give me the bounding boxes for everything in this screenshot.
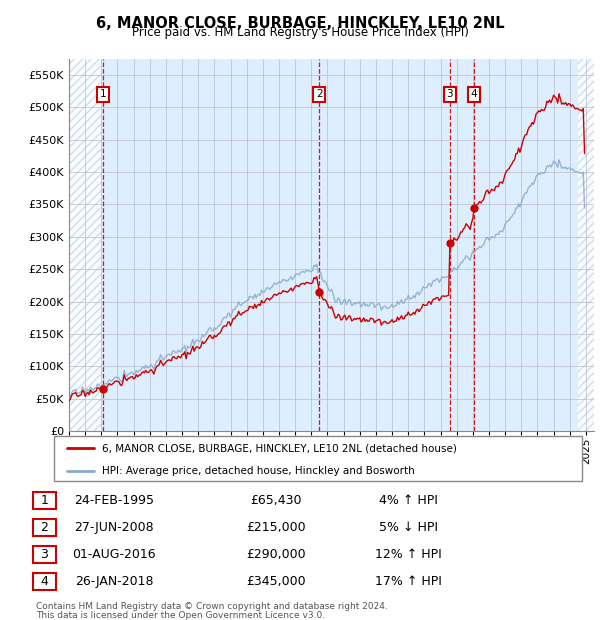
Text: £215,000: £215,000 — [246, 521, 306, 534]
Text: Price paid vs. HM Land Registry's House Price Index (HPI): Price paid vs. HM Land Registry's House … — [131, 26, 469, 39]
Text: £345,000: £345,000 — [246, 575, 306, 588]
Text: 12% ↑ HPI: 12% ↑ HPI — [374, 548, 442, 561]
Text: 17% ↑ HPI: 17% ↑ HPI — [374, 575, 442, 588]
Text: 27-JUN-2008: 27-JUN-2008 — [74, 521, 154, 534]
Text: 01-AUG-2016: 01-AUG-2016 — [72, 548, 156, 561]
Text: 6, MANOR CLOSE, BURBAGE, HINCKLEY, LE10 2NL (detached house): 6, MANOR CLOSE, BURBAGE, HINCKLEY, LE10 … — [101, 443, 457, 453]
Text: £65,430: £65,430 — [250, 494, 302, 507]
Text: HPI: Average price, detached house, Hinckley and Bosworth: HPI: Average price, detached house, Hinc… — [101, 466, 414, 476]
Text: 6, MANOR CLOSE, BURBAGE, HINCKLEY, LE10 2NL: 6, MANOR CLOSE, BURBAGE, HINCKLEY, LE10 … — [95, 16, 505, 30]
Text: 26-JAN-2018: 26-JAN-2018 — [75, 575, 153, 588]
Bar — [69, 59, 101, 431]
Bar — [578, 59, 594, 431]
Text: 1: 1 — [100, 89, 107, 99]
Text: £290,000: £290,000 — [246, 548, 306, 561]
Text: 1: 1 — [40, 494, 49, 507]
Text: Contains HM Land Registry data © Crown copyright and database right 2024.: Contains HM Land Registry data © Crown c… — [36, 602, 388, 611]
Text: 3: 3 — [446, 89, 453, 99]
Text: 4: 4 — [40, 575, 49, 588]
Text: 4% ↑ HPI: 4% ↑ HPI — [379, 494, 437, 507]
Text: 2: 2 — [40, 521, 49, 534]
Text: 5% ↓ HPI: 5% ↓ HPI — [379, 521, 437, 534]
Text: This data is licensed under the Open Government Licence v3.0.: This data is licensed under the Open Gov… — [36, 611, 325, 619]
Text: 24-FEB-1995: 24-FEB-1995 — [74, 494, 154, 507]
FancyBboxPatch shape — [54, 436, 582, 480]
Text: 3: 3 — [40, 548, 49, 561]
Text: 2: 2 — [316, 89, 323, 99]
Text: 4: 4 — [470, 89, 477, 99]
